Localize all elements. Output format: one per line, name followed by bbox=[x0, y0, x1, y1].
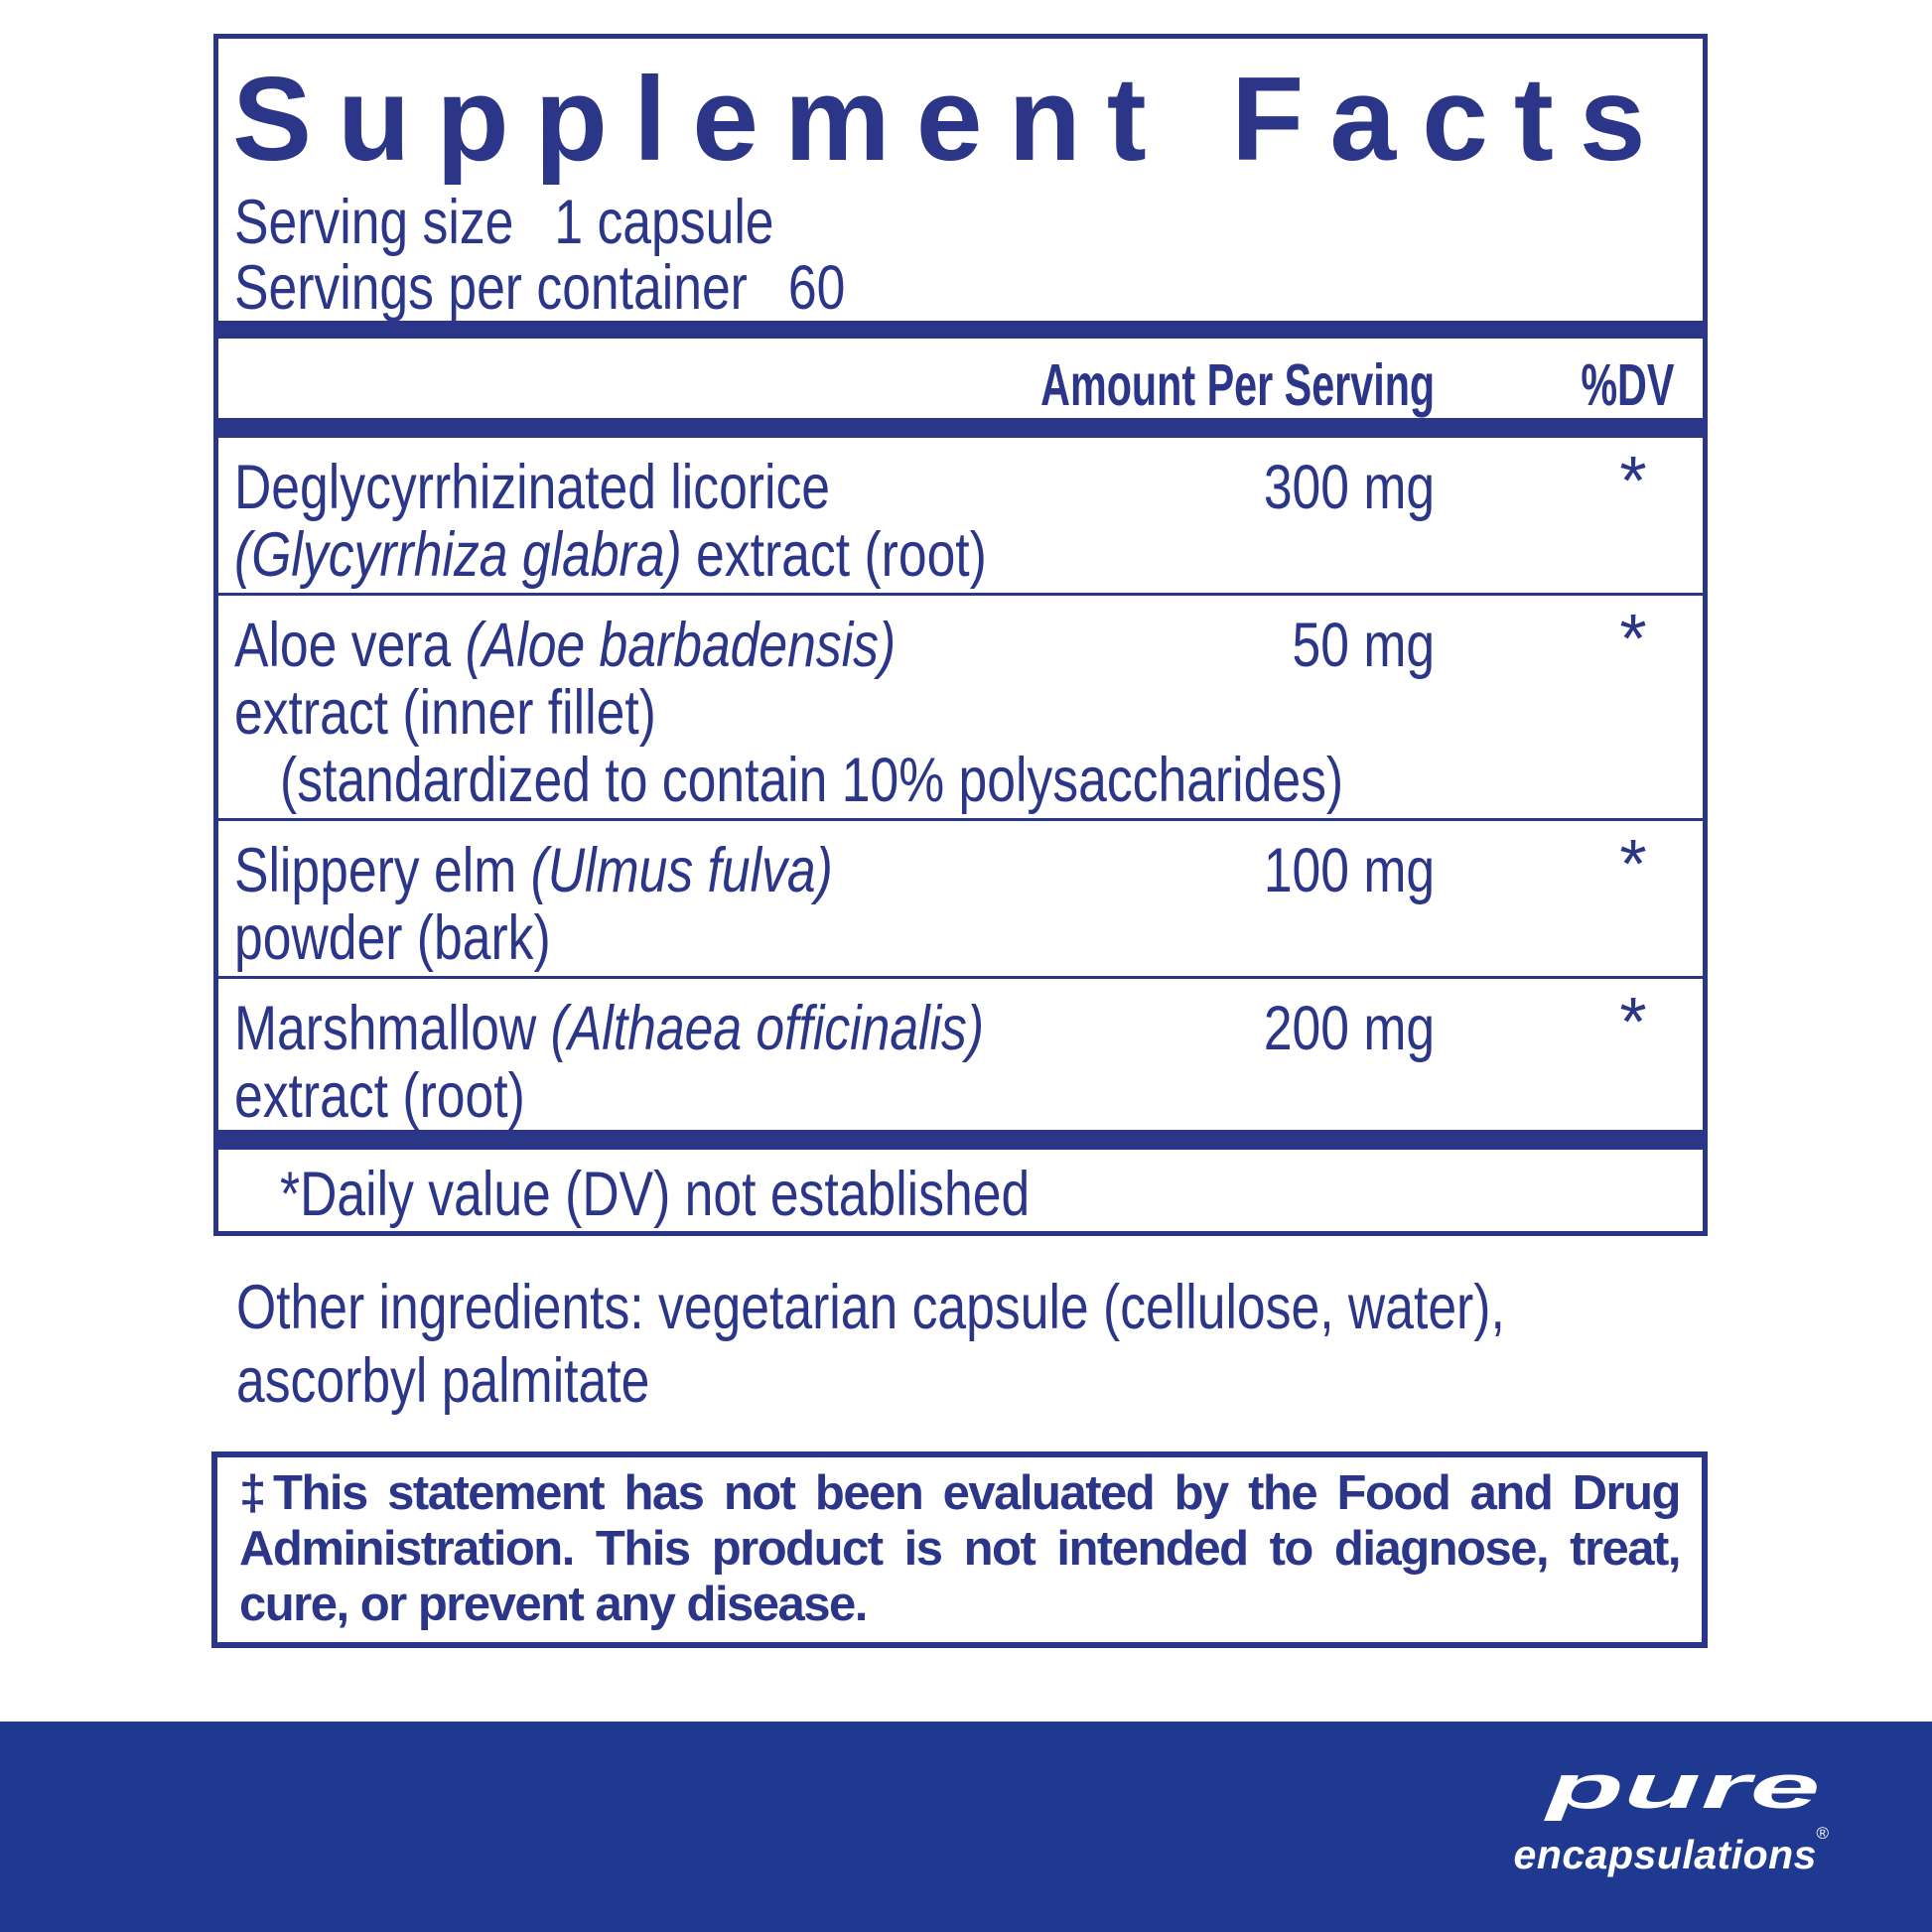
servings-per-container-label: Servings per container bbox=[234, 253, 748, 323]
dv-asterisk: * bbox=[1619, 983, 1647, 1060]
fda-disclaimer-text: ‡This statement has not been evaluated b… bbox=[239, 1466, 1682, 1631]
brand-logo-subtitle: encapsulations bbox=[1513, 1832, 1817, 1877]
ingredient-rows: Deglycyrrhizinated licorice (Glycyrrhiza … bbox=[218, 438, 1703, 1130]
column-header-row: Amount Per Serving %DV bbox=[218, 339, 1703, 418]
brand-band: pure ® encapsulations bbox=[0, 1722, 1932, 1932]
ingredient-row: Aloe vera (Aloe barbadensis) extract (inn… bbox=[218, 596, 1703, 821]
percent-dv-header: %DV bbox=[1580, 352, 1674, 418]
other-ingredients-line: Other ingredients: vegetarian capsule (c… bbox=[236, 1273, 1505, 1342]
ingredient-name-line: powder (bark) bbox=[234, 903, 551, 973]
ingredient-name-line: (Glycyrrhiza glabra) extract (root) bbox=[234, 520, 987, 590]
separator-bar-top bbox=[218, 321, 1703, 339]
servings-per-container-row: Servings per container 60 bbox=[234, 255, 1439, 321]
other-ingredients: Other ingredients: vegetarian capsule (c… bbox=[236, 1271, 1783, 1418]
fda-disclaimer-box: ‡This statement has not been evaluated b… bbox=[211, 1451, 1708, 1648]
ingredient-name-line: Deglycyrrhizinated licorice bbox=[234, 453, 831, 522]
servings-per-container-value: 60 bbox=[787, 253, 846, 323]
amount-value: 300 mg bbox=[1263, 453, 1435, 522]
serving-info: Serving size 1 capsule Servings per conta… bbox=[234, 190, 1703, 321]
ingredient-row: Slippery elm (Ulmus fulva) powder (bark) 1… bbox=[218, 821, 1703, 979]
dv-asterisk: * bbox=[1619, 825, 1647, 902]
serving-size-value: 1 capsule bbox=[554, 188, 774, 257]
serving-size-label: Serving size bbox=[234, 188, 514, 257]
brand-logo-name: pure bbox=[1546, 1753, 1820, 1822]
ingredient-name-line: Marshmallow (Althaea officinalis) bbox=[234, 994, 985, 1063]
dv-asterisk: * bbox=[1619, 600, 1647, 677]
separator-bar-bottom bbox=[218, 1130, 1703, 1150]
amount-per-serving-header: Amount Per Serving bbox=[1039, 352, 1435, 418]
ingredient-name-line: extract (inner fillet) bbox=[234, 678, 656, 748]
dv-asterisk: * bbox=[1619, 442, 1647, 519]
amount-value: 50 mg bbox=[1292, 611, 1435, 680]
ingredient-row: Deglycyrrhizinated licorice (Glycyrrhiza … bbox=[218, 438, 1703, 596]
ingredient-name-line: (standardized to contain 10% polysacchar… bbox=[280, 746, 1344, 815]
ingredient-name-line: extract (root) bbox=[234, 1061, 525, 1131]
other-ingredients-line: ascorbyl palmitate bbox=[236, 1346, 650, 1416]
serving-size-row: Serving size 1 capsule bbox=[234, 190, 1439, 255]
separator-bar-header bbox=[218, 418, 1703, 438]
amount-value: 200 mg bbox=[1263, 994, 1435, 1063]
amount-value: 100 mg bbox=[1263, 836, 1435, 905]
ingredient-name-line: Aloe vera (Aloe barbadensis) bbox=[234, 611, 897, 680]
ingredient-name-line: Slippery elm (Ulmus fulva) bbox=[234, 836, 833, 905]
registered-trademark-symbol: ® bbox=[1816, 1824, 1829, 1843]
ingredient-row: Marshmallow (Althaea officinalis) extract… bbox=[218, 979, 1703, 1130]
dv-footnote: *Daily value (DV) not established bbox=[280, 1160, 1031, 1229]
supplement-facts-panel: Supplement Facts Serving size 1 capsule S… bbox=[213, 34, 1708, 1236]
panel-title: Supplement Facts bbox=[232, 53, 1672, 186]
